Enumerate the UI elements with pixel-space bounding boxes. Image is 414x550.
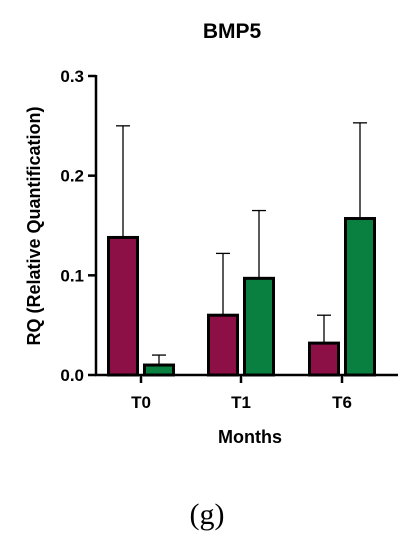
bar: [308, 341, 340, 377]
bar: [143, 363, 175, 377]
panel-label: (g): [189, 498, 225, 531]
x-tick-label: T1: [231, 393, 251, 412]
y-axis-label: RQ (Relative Quantification): [24, 106, 44, 345]
y-tick-label: 0.3: [60, 67, 84, 86]
bar: [207, 313, 239, 377]
y-tick-label: 0.1: [60, 266, 84, 285]
bar-chart: BMP5 RQ (Relative Quantification) Months…: [24, 20, 398, 447]
plot-area: 0.0 0.1 0.2 0.3 T0 T1 T6: [60, 67, 398, 412]
y-tick-label: 0.2: [60, 167, 84, 186]
bar: [344, 217, 376, 377]
chart-title: BMP5: [203, 20, 262, 43]
bar: [107, 235, 139, 377]
y-tick-label: 0.0: [60, 366, 84, 385]
x-tick-label: T0: [131, 393, 151, 412]
x-axis-label: Months: [218, 427, 282, 447]
bar: [243, 276, 275, 377]
x-tick-label: T6: [332, 393, 352, 412]
